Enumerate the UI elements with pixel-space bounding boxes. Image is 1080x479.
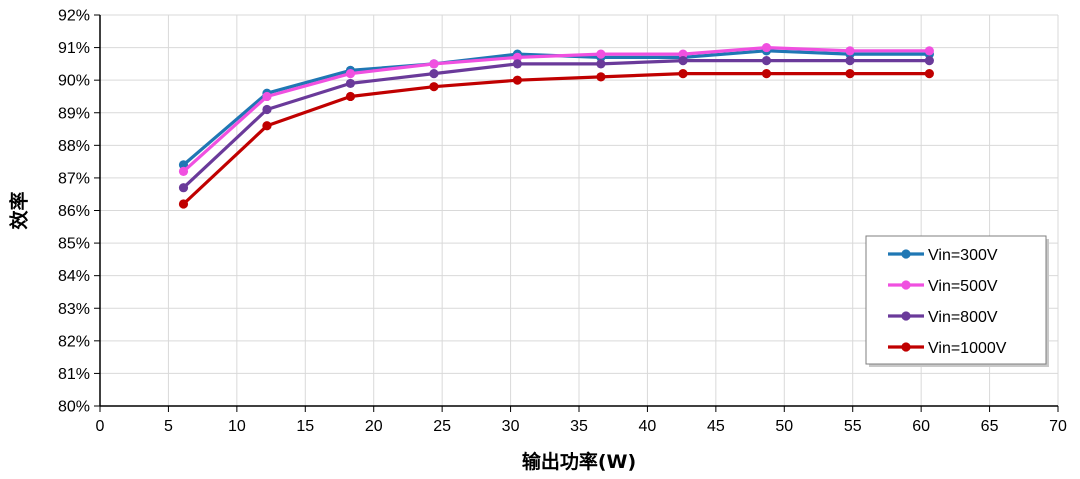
axes: [94, 14, 1059, 412]
data-point: [678, 49, 688, 59]
series-line: [182, 49, 930, 167]
x-tick-label: 0: [96, 418, 105, 435]
data-point: [512, 75, 523, 85]
x-axis-title: 输出功率(W): [522, 450, 636, 473]
x-tick-label: 40: [639, 418, 657, 435]
series-line: [182, 58, 930, 189]
y-tick-label: 82%: [58, 333, 90, 350]
legend-marker: [901, 280, 911, 290]
x-tick-label: 20: [365, 418, 383, 435]
series-Vin=1000V: [178, 69, 934, 209]
data-point: [761, 42, 772, 53]
data-point: [845, 69, 855, 79]
x-tick-label: 5: [164, 418, 173, 435]
data-point: [262, 121, 272, 131]
data-point: [429, 69, 439, 79]
y-tick-label: 85%: [58, 236, 90, 253]
data-point: [262, 91, 272, 102]
data-point: [512, 52, 523, 62]
legend-item: Vin=1000V: [888, 340, 1007, 357]
data-point: [345, 78, 356, 89]
x-tick-label: 50: [775, 418, 793, 435]
data-point: [761, 69, 772, 79]
legend-marker: [901, 342, 911, 352]
y-tick-label: 90%: [58, 73, 90, 90]
legend-item: Vin=300V: [888, 247, 998, 264]
y-tick-label: 86%: [58, 203, 90, 220]
legend: Vin=300V Vin=500V Vin=800V Vin=1000V: [865, 235, 1049, 367]
data-point: [178, 160, 189, 170]
y-tick-label: 91%: [58, 40, 90, 57]
data-point: [845, 56, 855, 66]
y-tick-label: 89%: [58, 105, 90, 122]
legend-label: Vin=800V: [928, 309, 998, 326]
legend-box: [865, 235, 1047, 365]
legend-label: Vin=500V: [928, 278, 998, 295]
data-point: [345, 91, 356, 102]
x-tick-label: 65: [981, 418, 999, 435]
y-tick-label: 92%: [58, 8, 90, 25]
data-point: [678, 56, 688, 66]
x-tick-label: 55: [844, 418, 862, 435]
legend-label: Vin=300V: [928, 247, 998, 264]
data-point: [429, 59, 439, 69]
x-tick-label: 15: [296, 418, 314, 435]
data-point: [178, 199, 189, 209]
legend-marker: [901, 311, 911, 321]
data-point: [924, 56, 934, 66]
series-Vin=800V: [178, 56, 934, 193]
x-tick-label: 70: [1049, 418, 1067, 435]
data-point: [761, 56, 772, 66]
data-point: [845, 46, 855, 56]
y-axis-title: 效率: [8, 191, 31, 229]
y-tick-label: 88%: [58, 138, 90, 155]
data-point: [512, 59, 523, 69]
data-point: [678, 69, 688, 79]
data-point: [596, 49, 606, 59]
series-line: [182, 45, 930, 173]
tick-labels: 0 5 10 15 20 25 30 35 40 45 50 55 60 65 70 80% 81% 82% 83%…: [58, 8, 1067, 436]
y-tick-label: 84%: [58, 268, 90, 285]
x-tick-label: 60: [912, 418, 930, 435]
data-point: [924, 69, 934, 79]
y-tick-label: 80%: [58, 399, 90, 416]
legend-label: Vin=1000V: [928, 340, 1007, 357]
x-tick-label: 35: [570, 418, 588, 435]
data-point: [924, 46, 934, 56]
data-point: [178, 166, 189, 176]
data-point: [262, 104, 272, 115]
x-tick-label: 25: [433, 418, 451, 435]
series-Vin=500V: [178, 42, 934, 176]
data-point: [596, 72, 606, 82]
x-tick-label: 10: [228, 418, 246, 435]
legend-item: Vin=500V: [888, 278, 998, 295]
y-tick-label: 81%: [58, 366, 90, 383]
y-tick-label: 87%: [58, 170, 90, 187]
y-tick-label: 83%: [58, 301, 90, 318]
legend-marker: [901, 249, 911, 259]
x-tick-label: 30: [502, 418, 520, 435]
series-line: [182, 71, 930, 206]
data-point: [596, 59, 606, 69]
data-point: [178, 183, 189, 193]
data-point: [429, 82, 439, 92]
series: [178, 42, 934, 209]
x-tick-label: 45: [707, 418, 725, 435]
data-point: [345, 69, 356, 79]
legend-item: Vin=800V: [888, 309, 998, 326]
